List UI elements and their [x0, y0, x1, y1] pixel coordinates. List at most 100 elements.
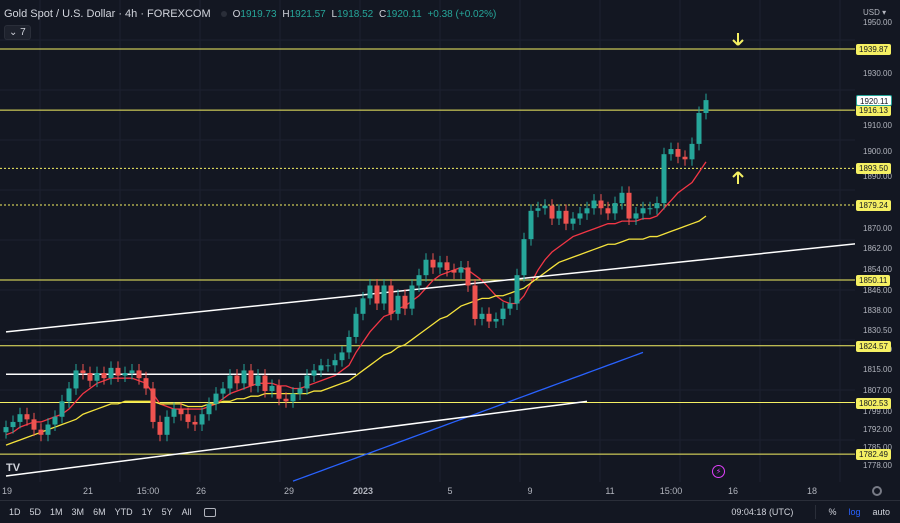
chart-area[interactable]: Gold Spot / U.S. Dollar · 4h · FOREXCOM … — [0, 0, 855, 482]
candle-body — [346, 336, 352, 353]
candle-body — [255, 375, 261, 386]
range-button-1m[interactable]: 1M — [50, 507, 63, 517]
current-price-label: 1920.11 — [856, 94, 893, 106]
candle-body — [367, 285, 373, 299]
candle-body — [423, 259, 429, 276]
right-tools: 09:04:18 (UTC) % log auto — [731, 505, 890, 519]
symbol-title[interactable]: Gold Spot / U.S. Dollar · 4h · FOREXCOM — [4, 8, 211, 20]
candle-body — [227, 375, 233, 389]
candle-body — [507, 303, 513, 309]
level-price-label: 1893.50 — [856, 163, 891, 175]
log-toggle[interactable]: log — [848, 507, 861, 517]
candle-body — [374, 285, 380, 304]
candle-body — [234, 375, 240, 384]
candle-body — [129, 370, 135, 374]
trendline — [5, 400, 588, 477]
candle-body — [52, 416, 58, 425]
candle-body — [647, 208, 653, 210]
candle-body — [493, 318, 499, 322]
candle-body — [38, 429, 44, 435]
arrow-up-icon — [732, 171, 744, 184]
close-label: C — [379, 8, 387, 20]
auto-toggle[interactable]: auto — [872, 507, 890, 517]
candle-body — [199, 414, 205, 425]
level-price-label: 1850.11 — [856, 275, 891, 287]
level-price-label: 1824.57 — [856, 340, 891, 352]
price-tick: 1846.00 — [863, 285, 892, 295]
level-price-label: 1782.49 — [856, 449, 891, 461]
low-label: L — [331, 8, 338, 20]
time-tick: 2023 — [352, 486, 374, 496]
open-label: O — [232, 8, 241, 20]
candle-body — [563, 210, 569, 224]
range-button-6m[interactable]: 6M — [93, 507, 106, 517]
candle-body — [311, 370, 317, 376]
candle-body — [17, 414, 23, 422]
range-button-3m[interactable]: 3M — [71, 507, 85, 517]
clock[interactable]: 09:04:18 (UTC) — [731, 507, 794, 517]
candle-body — [703, 100, 709, 113]
price-tick: 1792.00 — [863, 424, 892, 434]
currency-selector[interactable]: USD ▾ — [863, 8, 887, 17]
arrow-down-icon — [732, 33, 744, 46]
price-tick: 1807.00 — [863, 386, 892, 396]
candle-body — [437, 262, 443, 268]
candle-body — [24, 414, 30, 420]
range-button-5d[interactable]: 5D — [29, 507, 42, 517]
candle-body — [122, 373, 128, 376]
level-price-label: 1939.87 — [856, 43, 891, 55]
price-chart[interactable] — [0, 0, 855, 482]
candle-body — [262, 375, 268, 392]
range-button-1d[interactable]: 1D — [9, 507, 21, 517]
candle-body — [605, 208, 611, 214]
candle-body — [479, 313, 485, 319]
time-tick: 15:00 — [659, 486, 683, 496]
price-tick: 1890.00 — [863, 172, 892, 182]
time-tick: 9 — [527, 486, 533, 496]
indicators-toggle[interactable]: ⌄ 7 — [4, 25, 31, 40]
candle-body — [66, 388, 72, 402]
candle-body — [556, 210, 562, 219]
flash-icon[interactable]: ⚡ — [712, 465, 725, 478]
candle-body — [339, 352, 345, 361]
time-axis[interactable]: 19 21 15:00 26 29 2023 5 9 11 15:00 16 18 — [0, 482, 855, 500]
candle-body — [157, 421, 163, 435]
time-tick: 5 — [447, 486, 453, 496]
range-button-5y[interactable]: 5Y — [161, 507, 173, 517]
candle-body — [591, 200, 597, 209]
percent-toggle[interactable]: % — [828, 507, 837, 517]
price-tick: 1870.00 — [863, 223, 892, 233]
candle-body — [626, 192, 632, 219]
candle-body — [59, 401, 65, 417]
price-axis[interactable]: USD ▾ 1950.00 1930.00 1910.00 1900.00 1890.0… — [855, 0, 900, 482]
candle-body — [633, 213, 639, 219]
price-tick: 1799.00 — [863, 406, 892, 416]
chart-header: Gold Spot / U.S. Dollar · 4h · FOREXCOM … — [4, 8, 499, 20]
candle-body — [220, 388, 226, 394]
candle-body — [668, 149, 674, 155]
candle-body — [94, 373, 100, 381]
candle-body — [318, 365, 324, 371]
candle-body — [178, 409, 184, 415]
time-tick: 16 — [727, 486, 739, 496]
candle-body — [395, 295, 401, 314]
moving-average-line — [5, 161, 707, 436]
candle-body — [171, 409, 177, 417]
gear-icon[interactable] — [872, 486, 882, 496]
range-button-1y[interactable]: 1Y — [141, 507, 153, 517]
date-range-icon[interactable] — [203, 507, 216, 517]
price-tick: 1815.00 — [863, 365, 892, 375]
candle-body — [45, 424, 51, 435]
price-tick: 1900.00 — [863, 146, 892, 156]
candle-body — [640, 208, 646, 214]
candle-body — [73, 370, 79, 389]
time-tick: 18 — [806, 486, 818, 496]
tradingview-logo-icon[interactable]: TV — [6, 462, 21, 474]
candle-body — [108, 367, 114, 379]
range-button-all[interactable]: All — [181, 507, 192, 517]
close-value: 1920.11 — [386, 8, 422, 20]
range-button-ytd[interactable]: YTD — [114, 507, 133, 517]
candle-body — [689, 143, 695, 160]
price-tick: 1930.00 — [863, 69, 892, 79]
market-status-dot — [220, 11, 227, 17]
